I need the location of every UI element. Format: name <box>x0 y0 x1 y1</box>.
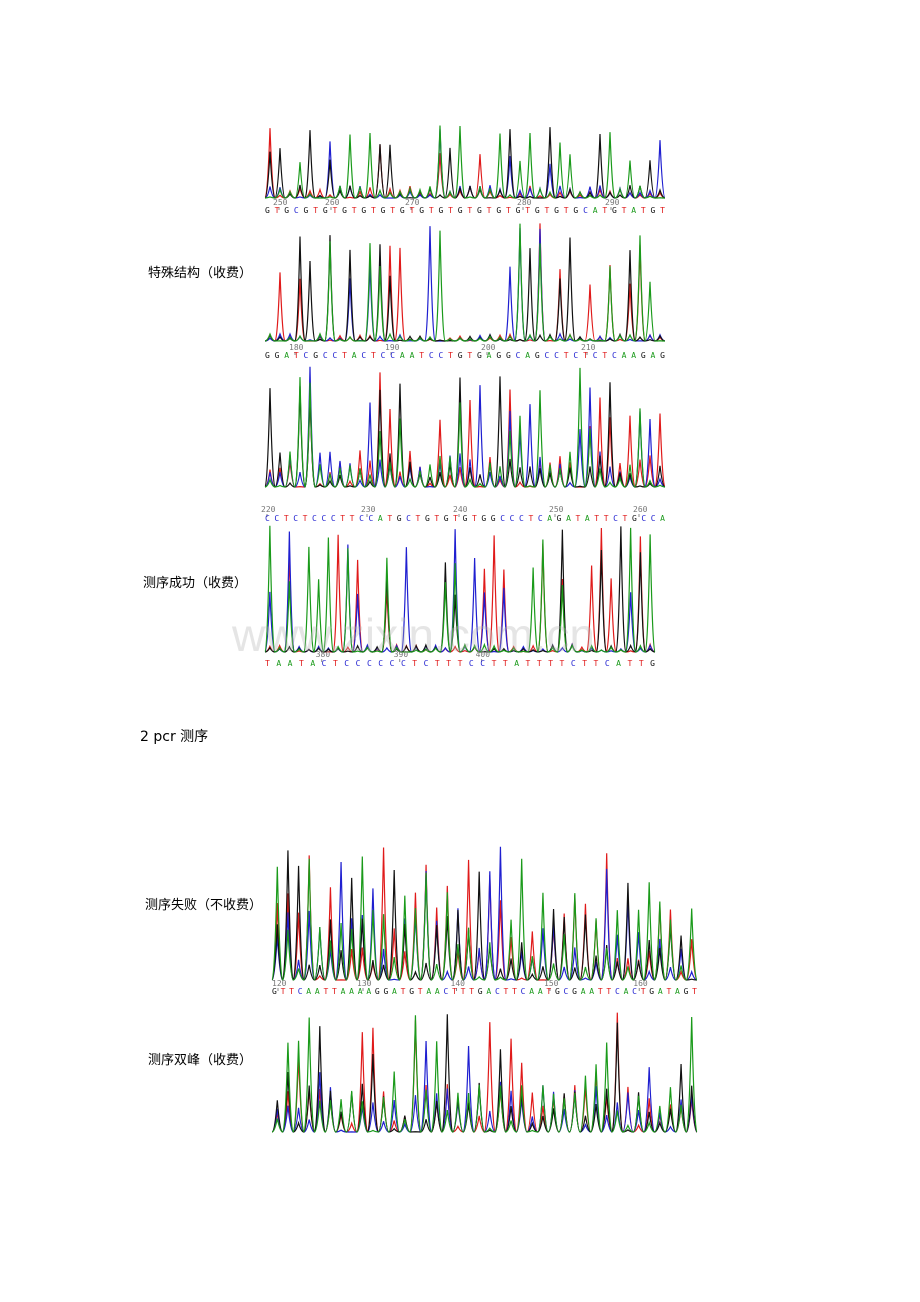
position-label: 260 <box>325 198 340 207</box>
position-label: 270 <box>405 198 420 207</box>
position-label: 140 <box>451 979 466 988</box>
panel-label: 特殊结构（收费） <box>148 266 253 281</box>
trace <box>264 372 666 488</box>
trace <box>264 127 666 199</box>
trace <box>264 223 666 342</box>
trace <box>264 235 666 342</box>
trace <box>264 226 666 342</box>
position-label: 230 <box>361 505 376 514</box>
position-label: 220 <box>261 505 276 514</box>
position-label: 240 <box>453 505 468 514</box>
position-label: 260 <box>633 505 648 514</box>
position-label: 190 <box>385 343 400 352</box>
position-label: 250 <box>273 198 288 207</box>
position-label: 390 <box>394 650 409 659</box>
position-label: 380 <box>316 650 331 659</box>
position-label: 160 <box>633 979 648 988</box>
trace <box>271 1015 698 1133</box>
position-label: 180 <box>289 343 304 352</box>
trace <box>264 366 666 488</box>
trace <box>271 846 698 981</box>
trace <box>264 376 666 488</box>
trace <box>264 128 666 199</box>
trace <box>264 367 666 488</box>
position-label: 250 <box>549 505 564 514</box>
chromatogram <box>271 1012 698 1133</box>
position-label: 280 <box>517 198 532 207</box>
trace <box>271 1014 698 1133</box>
position-label: 120 <box>272 979 287 988</box>
position-label: 130 <box>357 979 372 988</box>
trace <box>264 125 666 199</box>
trace <box>264 525 656 653</box>
position-label: 400 <box>476 650 491 659</box>
trace <box>271 1012 698 1133</box>
position-label: 210 <box>581 343 596 352</box>
trace <box>264 223 666 342</box>
trace <box>271 847 698 981</box>
position-label: 290 <box>605 198 620 207</box>
panel-label: 测序双峰（收费） <box>148 1053 253 1068</box>
panel-label: 测序成功（收费） <box>143 576 248 591</box>
trace <box>271 850 698 981</box>
section-heading: 2 pcr 测序 <box>140 729 209 745</box>
position-label: 200 <box>481 343 496 352</box>
watermark: www.zixin.com.cn <box>232 609 595 661</box>
trace <box>271 856 698 981</box>
trace <box>271 1040 698 1133</box>
panel-label: 测序失败（不收费） <box>145 898 263 913</box>
position-label: 150 <box>544 979 559 988</box>
trace <box>264 129 666 199</box>
